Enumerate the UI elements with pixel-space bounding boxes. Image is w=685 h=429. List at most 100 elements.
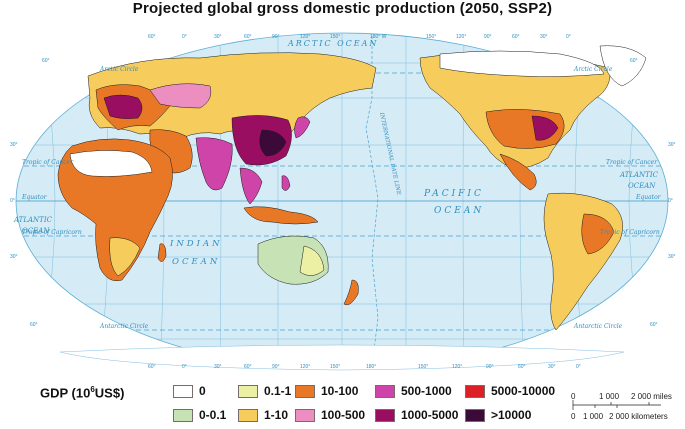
legend-label: 500-1000 bbox=[401, 384, 452, 398]
scale-miles-0: 0 bbox=[571, 392, 576, 401]
lat-label-r-1: 30° bbox=[668, 142, 676, 148]
land-africa-south bbox=[109, 237, 141, 277]
legend-swatch bbox=[238, 385, 258, 398]
bottom-tick-label: 150° bbox=[418, 364, 428, 370]
world-map[interactable]: 60° 30° 0° 30° 60° 60° 30° 0° 30° 60° 60… bbox=[0, 18, 685, 383]
legend-label: 10-100 bbox=[321, 384, 359, 398]
arctic-circle-label-east: Arctic Circle bbox=[573, 66, 613, 73]
top-ticks: 60° 0° 30° 60° 90° 120° 150° 180° W 150° 120° 90° 6… bbox=[148, 34, 571, 40]
atlantic-ocean-east-label-2: OCEAN bbox=[628, 182, 656, 190]
legend-title-prefix: GDP (10 bbox=[40, 385, 91, 401]
top-tick-label: 30° bbox=[540, 34, 548, 40]
land-indonesia bbox=[243, 206, 319, 225]
legend-title-exponent: 6 bbox=[90, 385, 95, 394]
legend-label: 1-10 bbox=[264, 408, 289, 422]
legend-swatch bbox=[173, 409, 193, 422]
land-europe-core bbox=[103, 94, 143, 119]
legend-title-suffix: US$) bbox=[94, 385, 125, 401]
land-sahara bbox=[69, 150, 153, 177]
top-tick-label: 150° bbox=[330, 34, 340, 40]
land-philippines bbox=[281, 175, 291, 191]
legend-swatch bbox=[465, 409, 485, 422]
tropic-of-capricorn-label: Tropic of Capricorn bbox=[22, 229, 82, 236]
top-tick-label: 90° bbox=[272, 34, 280, 40]
legend-label: 0 bbox=[199, 384, 206, 398]
bottom-tick-label: 30° bbox=[214, 364, 222, 370]
pacific-ocean-label-2: OCEAN bbox=[434, 206, 484, 216]
bottom-tick-label: 150° bbox=[330, 364, 340, 370]
legend-title: GDP (106US$) bbox=[40, 385, 124, 400]
bottom-tick-label: 180° bbox=[366, 364, 376, 370]
land-canada-north bbox=[439, 50, 605, 77]
lat-label-l-0: 60° bbox=[42, 58, 50, 64]
legend-label: 0.1-1 bbox=[264, 384, 292, 398]
bottom-tick-label: 0° bbox=[576, 364, 581, 370]
scale-miles-1000: 1 000 bbox=[599, 392, 620, 401]
lat-label-l-1: 30° bbox=[10, 142, 18, 148]
top-tick-label: 0° bbox=[566, 34, 571, 40]
scale-miles-2000: 2 000 miles bbox=[631, 392, 672, 401]
scale-km-2000: 2 000 kilometers bbox=[609, 412, 668, 421]
map-title: Projected global gross domestic producti… bbox=[132, 0, 553, 17]
bottom-tick-label: 120° bbox=[300, 364, 310, 370]
bottom-tick-label: 90° bbox=[486, 364, 494, 370]
antarctic-circle-label-east: Antarctic Circle bbox=[573, 323, 623, 330]
top-tick-label: 60° bbox=[148, 34, 156, 40]
scale-km-1000: 1 000 bbox=[583, 412, 604, 421]
top-tick-label: 60° bbox=[244, 34, 252, 40]
bottom-tick-label: 60° bbox=[244, 364, 252, 370]
pacific-ocean-label-1: PACIFIC bbox=[423, 189, 484, 199]
bottom-tick-label: 0° bbox=[182, 364, 187, 370]
legend-swatch bbox=[238, 409, 258, 422]
bottom-tick-label: 90° bbox=[272, 364, 280, 370]
indian-ocean-label-1: INDIAN bbox=[169, 239, 223, 249]
tropic-of-cancer-label-east: Tropic of Cancer bbox=[606, 159, 658, 166]
land-india bbox=[195, 137, 233, 191]
legend-swatch bbox=[375, 409, 395, 422]
indian-ocean-label-2: OCEAN bbox=[172, 257, 220, 267]
bottom-tick-label: 60° bbox=[518, 364, 526, 370]
legend-label: 100-500 bbox=[321, 408, 366, 422]
land-madagascar bbox=[157, 243, 167, 262]
legend-swatch bbox=[173, 385, 193, 398]
scale-bar-graphic bbox=[572, 400, 661, 410]
land-russia-west bbox=[149, 83, 212, 109]
top-tick-label: 30° bbox=[214, 34, 222, 40]
land-antarctica bbox=[59, 344, 625, 371]
top-tick-label: 120° bbox=[300, 34, 310, 40]
scale-bar: 0 1 000 2 000 miles 0 1 000 2 000 kilome… bbox=[565, 388, 685, 424]
land-usa-east bbox=[531, 115, 559, 141]
landmasses bbox=[57, 45, 647, 371]
land-mexico bbox=[499, 153, 537, 191]
international-date-line bbox=[365, 36, 379, 367]
lat-label-l-4: 60° bbox=[30, 322, 38, 328]
legend-swatch bbox=[295, 409, 315, 422]
atlantic-ocean-west-label-2: OCEAN bbox=[22, 227, 50, 235]
land-china-east bbox=[259, 129, 287, 157]
lat-labels-left: 60° 30° 0° 30° 60° bbox=[10, 58, 50, 328]
tropic-of-cancer-label: Tropic of Cancer bbox=[22, 159, 74, 166]
land-japan bbox=[294, 116, 311, 139]
lat-labels-right: 60° 30° 0° 30° 60° bbox=[630, 58, 676, 328]
equator-label-east: Equator bbox=[635, 194, 662, 201]
lat-label-r-0: 60° bbox=[630, 58, 638, 64]
top-tick-label: 90° bbox=[484, 34, 492, 40]
legend-swatch bbox=[375, 385, 395, 398]
top-tick-label: 60° bbox=[512, 34, 520, 40]
lat-label-r-4: 60° bbox=[650, 322, 658, 328]
antarctic-circle-label: Antarctic Circle bbox=[99, 323, 149, 330]
legend-swatch bbox=[295, 385, 315, 398]
land-se-asia bbox=[239, 167, 263, 205]
top-tick-label: 150° bbox=[426, 34, 436, 40]
bottom-tick-label: 120° bbox=[452, 364, 462, 370]
tropic-of-capricorn-label-east: Tropic of Capricorn bbox=[600, 229, 660, 236]
arctic-ocean-label: ARCTIC OCEAN bbox=[287, 39, 378, 48]
bottom-tick-label: 30° bbox=[548, 364, 556, 370]
atlantic-ocean-west-label-1: ATLANTIC bbox=[13, 216, 53, 224]
equator-label: Equator bbox=[21, 194, 48, 201]
top-tick-label: 0° bbox=[182, 34, 187, 40]
lat-label-l-2: 0° bbox=[10, 198, 15, 204]
land-australia-east bbox=[299, 245, 325, 276]
atlantic-ocean-east-label-1: ATLANTIC bbox=[619, 171, 659, 179]
legend-label: >10000 bbox=[491, 408, 532, 422]
